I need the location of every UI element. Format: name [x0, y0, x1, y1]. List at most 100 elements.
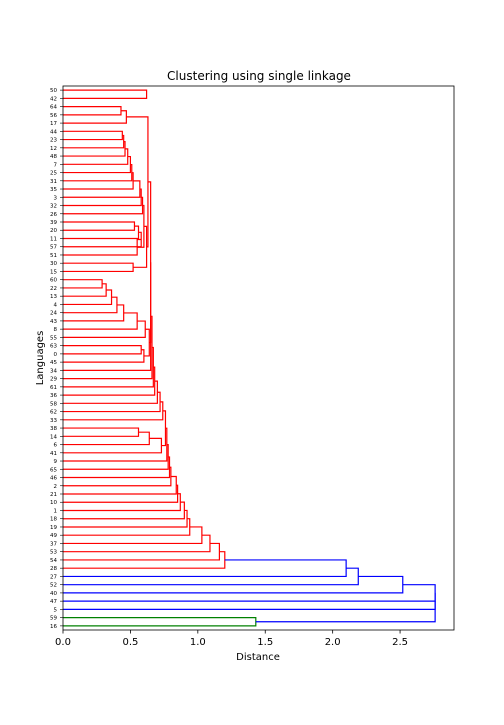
leaf-label: 1	[54, 508, 58, 514]
leaf-label: 58	[50, 401, 57, 407]
leaf-label: 18	[50, 517, 57, 523]
dendrogram-link	[63, 437, 163, 454]
leaf-label: 9	[54, 459, 58, 465]
leaf-label: 15	[50, 269, 57, 275]
dendrogram-link	[63, 466, 172, 487]
dendrogram-link	[63, 444, 169, 470]
dendrogram-link	[63, 551, 226, 569]
dendrogram-link	[63, 130, 123, 141]
dendrogram-link	[161, 410, 167, 447]
leaf-label: 42	[50, 96, 57, 102]
leaf-label: 16	[50, 624, 57, 630]
leaf-label: 49	[50, 533, 57, 539]
dendrogram-link	[63, 349, 145, 363]
dendrogram-link	[63, 509, 188, 528]
dendrogram-link	[63, 221, 136, 231]
dendrogram-link	[255, 601, 436, 623]
leaf-label: 57	[50, 245, 57, 251]
dendrogram-link	[63, 346, 154, 388]
dendrogram-link	[63, 401, 164, 421]
dendrogram-link	[133, 225, 148, 268]
leaf-label: 59	[50, 616, 57, 622]
dendrogram-link	[63, 163, 133, 182]
leaf-label: 60	[50, 278, 57, 284]
dendrogram-link	[63, 584, 436, 602]
leaf-label: 17	[50, 121, 57, 127]
leaf-label: 37	[50, 541, 57, 547]
leaf-label: 46	[50, 476, 57, 482]
x-tick-label: 1.5	[257, 637, 273, 648]
leaf-label: 4	[54, 302, 58, 308]
chart-title: Clustering using single linkage	[167, 69, 351, 83]
x-tick-label: 0.0	[55, 637, 71, 648]
dendrogram-link	[63, 238, 142, 256]
leaf-label: 29	[50, 377, 57, 383]
dendrogram-link	[63, 345, 142, 355]
leaf-label: 28	[50, 566, 57, 572]
leaf-label: 62	[50, 410, 57, 416]
dendrogram-link	[63, 110, 127, 124]
dendrogram-link	[63, 262, 134, 273]
leaf-label: 35	[50, 187, 57, 193]
leaf-label: 55	[50, 335, 57, 341]
dendrogram-link	[63, 475, 177, 495]
leaf-label: 30	[50, 261, 57, 267]
dendrogram-link	[63, 431, 150, 446]
dendrogram-link	[63, 134, 125, 149]
leaf-label: 2	[54, 484, 58, 490]
dendrogram-link	[63, 141, 126, 157]
dendrogram-link	[63, 296, 118, 314]
leaf-label: 21	[50, 492, 57, 498]
leaf-label: 40	[50, 591, 57, 597]
dendrogram-link	[63, 148, 129, 165]
dendrogram-link	[63, 89, 148, 99]
leaf-label: 34	[50, 368, 57, 374]
leaf-label: 44	[50, 129, 57, 135]
leaf-label: 53	[50, 550, 57, 556]
leaf-label: 25	[50, 171, 57, 177]
leaf-label: 63	[50, 344, 57, 350]
leaf-label: 51	[50, 253, 57, 259]
x-tick-label: 2.0	[325, 637, 341, 648]
dendrogram-link	[63, 196, 144, 215]
x-tick-label: 1.0	[190, 637, 206, 648]
y-axis-label: Languages	[35, 331, 46, 386]
leaf-label: 22	[50, 286, 57, 292]
leaf-label: 0	[54, 352, 58, 358]
dendrogram-link	[63, 315, 153, 380]
dendrogram-link	[63, 312, 138, 330]
leaf-label: 56	[50, 113, 57, 119]
leaf-label: 23	[50, 138, 57, 144]
leaf-label: 24	[50, 311, 57, 317]
dendrogram-link	[63, 225, 140, 240]
leaf-label: 36	[50, 393, 57, 399]
leaf-label: 45	[50, 360, 57, 366]
dendrogram-links	[63, 89, 436, 627]
leaf-label: 14	[50, 434, 57, 440]
dendrogram-link	[63, 283, 107, 297]
dendrogram-link	[63, 172, 134, 190]
leaf-label: 6	[54, 443, 58, 449]
dendrogram-link	[63, 427, 168, 462]
dendrogram-link	[63, 427, 140, 437]
leaf-label: 12	[50, 146, 57, 152]
leaf-label: 47	[50, 599, 57, 605]
dendrogram-link	[63, 567, 359, 586]
leaf-label: 19	[50, 525, 57, 531]
leaf-label: 10	[50, 500, 57, 506]
leaf-label: 54	[50, 558, 57, 564]
x-tick-label: 0.5	[122, 637, 138, 648]
dendrogram-link	[63, 289, 113, 306]
x-tick-label: 2.5	[392, 637, 408, 648]
x-axis-label: Distance	[236, 652, 280, 663]
dendrogram-link	[63, 366, 156, 396]
plot-frame	[62, 85, 455, 631]
dendrogram-link	[63, 231, 142, 248]
dendrogram-link	[63, 279, 103, 289]
leaf-label: 20	[50, 228, 57, 234]
x-axis-ticks: 0.0 0.5 1.0 1.5 2.0 2.5	[55, 630, 408, 648]
leaf-label: 39	[50, 220, 57, 226]
dendrogram-link	[63, 484, 179, 503]
